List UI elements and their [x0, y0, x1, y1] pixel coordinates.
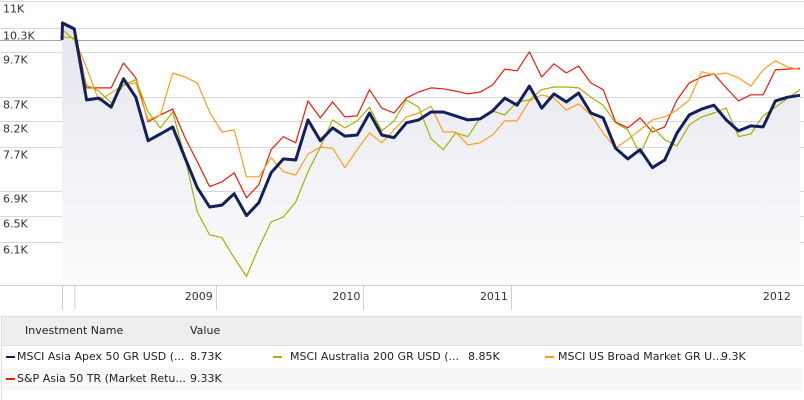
x-tick-label: 2009 — [185, 290, 213, 303]
series-line-3 — [61, 21, 801, 199]
y-tick-label: 8.7K — [3, 99, 28, 112]
x-tick-label: 2011 — [480, 290, 508, 303]
legend-item-australia[interactable]: MSCI Australia 200 GR USD (... — [290, 350, 459, 363]
growth-line-chart: 11K 10.3K 9.7K 8.7K 8.2K 7.7K 6.9K 6.5K 6.1K 200… — [0, 1, 804, 310]
legend-row: MSCI Asia Apex 50 GR USD (... 8.73K MSCI… — [2, 346, 802, 368]
y-tick-label: 7.7K — [3, 149, 28, 162]
y-tick-label: 11K — [3, 3, 25, 16]
legend-marker-us-broad — [545, 356, 554, 358]
legend-item-asia-apex[interactable]: MSCI Asia Apex 50 GR USD (... — [17, 350, 185, 363]
legend-marker-sp-asia — [6, 378, 15, 380]
y-tick-label: 6.5K — [3, 218, 28, 231]
legend-marker-asia-apex — [6, 356, 15, 358]
legend-table: Investment Name Value MSCI Asia Apex 50 … — [1, 316, 802, 400]
y-tick-label: 9.7K — [3, 54, 28, 67]
y-tick-label: 6.9K — [3, 193, 28, 206]
legend-item-us-broad[interactable]: MSCI US Broad Market GR U... — [558, 350, 723, 363]
legend-item-sp-asia[interactable]: S&P Asia 50 TR (Market Retu... — [17, 372, 186, 385]
y-tick-label: 8.2K — [3, 123, 28, 136]
series-area — [62, 23, 800, 285]
series-line-1 — [61, 29, 801, 278]
legend-header-name: Investment Name — [25, 324, 124, 337]
legend-value-australia: 8.85K — [468, 350, 500, 363]
legend-header-value: Value — [190, 324, 221, 337]
y-tick-label: 6.1K — [3, 244, 28, 257]
x-tick-label: 2012 — [763, 290, 791, 303]
legend-row: S&P Asia 50 TR (Market Retu... 9.33K — [2, 368, 802, 390]
series-line-0 — [60, 21, 801, 218]
legend-value-sp-asia: 9.33K — [190, 372, 222, 385]
legend-header: Investment Name Value — [2, 317, 802, 346]
y-tick-label: 10.3K — [3, 30, 35, 43]
legend-value-asia-apex: 8.73K — [190, 350, 222, 363]
series-line-2 — [61, 36, 801, 178]
x-tick-label: 2010 — [332, 290, 360, 303]
legend-value-us-broad: 9.3K — [721, 350, 746, 363]
legend-marker-australia — [273, 356, 282, 358]
